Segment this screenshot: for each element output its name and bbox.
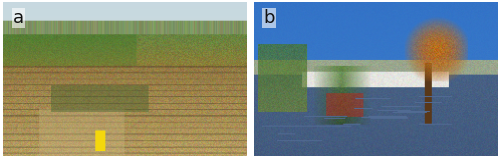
Text: b: b — [263, 9, 274, 27]
Text: a: a — [12, 9, 24, 27]
